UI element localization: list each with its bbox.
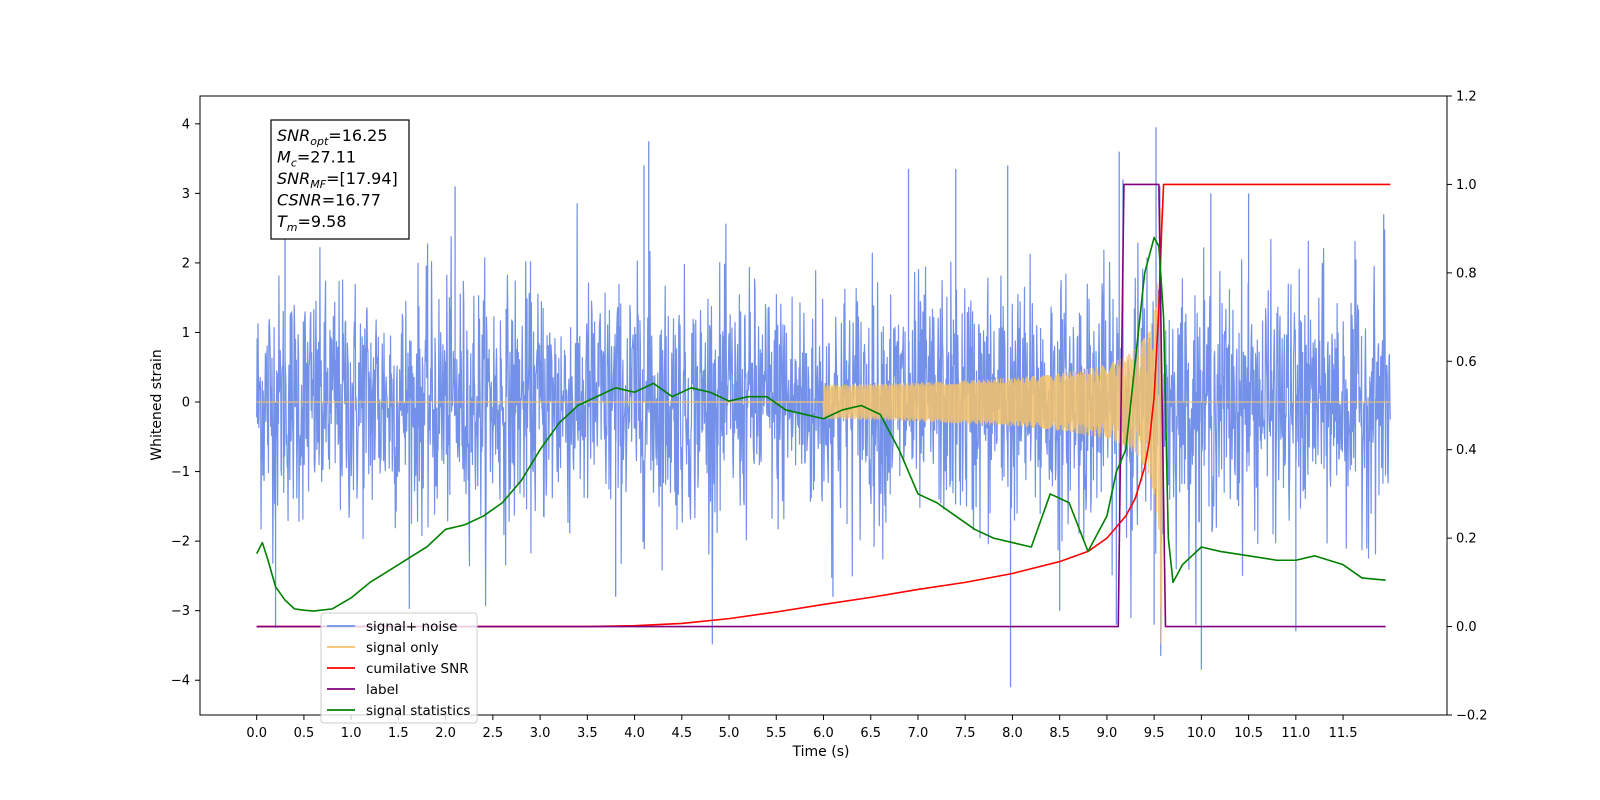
x-tick-label: 8.0 (1002, 726, 1023, 741)
x-tick-label: 2.5 (483, 726, 504, 741)
x-tick-label: 7.5 (955, 726, 976, 741)
plot-area (255, 127, 1391, 688)
series-signal-statistics (255, 236, 1386, 612)
x-tick-label: 1.5 (388, 726, 409, 741)
annotation-line: SNRMF=[17.94] (277, 169, 398, 191)
x-tick-label: 3.0 (530, 726, 551, 741)
y-right-tick-label: −0.2 (1456, 709, 1488, 724)
x-axis-title: Time (s) (792, 744, 850, 760)
legend: signal+ noise signal only cumilative SNR la… (320, 612, 478, 724)
legend-label: signal statistics (366, 703, 470, 719)
y-tick-label: 3 (182, 187, 190, 202)
x-tick-label: 4.0 (624, 726, 645, 741)
annotation-line: SNRopt=16.25 (277, 126, 388, 148)
legend-label: cumilative SNR (366, 661, 469, 677)
x-tick-label: 5.0 (719, 726, 740, 741)
x-tick-label: 10.0 (1187, 726, 1216, 741)
y-tick-label: 4 (182, 117, 190, 132)
y-right-tick-label: 1.2 (1456, 90, 1477, 105)
y-axis-title: Whitened strain (149, 349, 165, 460)
y-tick-label: −3 (171, 604, 190, 619)
y-axis-right: 1.2 1.0 0.8 0.6 0.4 0.2 0.0 −0.2 (1447, 90, 1488, 724)
legend-label: label (366, 682, 399, 698)
x-tick-label: 1.0 (341, 726, 362, 741)
legend-label: signal only (366, 640, 439, 656)
y-right-tick-label: 0.2 (1456, 532, 1477, 547)
y-tick-label: −2 (171, 535, 190, 550)
y-axis-left: 4 3 2 1 0 −1 −2 −3 −4 (171, 117, 200, 689)
x-tick-label: 11.0 (1281, 726, 1310, 741)
annotation-line: Tm=9.58 (277, 212, 347, 234)
x-tick-label: 6.0 (813, 726, 834, 741)
y-right-tick-label: 0.6 (1456, 355, 1477, 370)
x-axis: 0.0 0.5 1.0 1.5 2.0 2.5 3.0 3.5 4.0 4.5 5.0 5.5 6.0 6… (246, 715, 1358, 741)
y-right-tick-label: 0.0 (1456, 620, 1477, 635)
y-tick-label: 2 (182, 256, 190, 271)
y-tick-label: 1 (182, 326, 190, 341)
legend-frame (320, 612, 478, 724)
y-tick-label: 0 (182, 396, 190, 411)
x-tick-label: 0.5 (294, 726, 315, 741)
x-tick-label: 11.5 (1329, 726, 1358, 741)
y-tick-label: −1 (171, 465, 190, 480)
x-tick-label: 8.5 (1049, 726, 1070, 741)
annotation-line: Mc=27.11 (277, 148, 356, 170)
annotation-line: CSNR=16.77 (277, 191, 381, 210)
x-tick-label: 7.0 (908, 726, 929, 741)
annotation-box: SNRopt=16.25Mc=27.11SNRMF=[17.94]CSNR=16… (270, 119, 410, 240)
series-cumulative-snr (256, 183, 1391, 628)
x-tick-label: 4.5 (671, 726, 692, 741)
x-tick-label: 6.5 (860, 726, 881, 741)
x-tick-label: 3.5 (577, 726, 598, 741)
x-tick-label: 9.0 (1097, 726, 1118, 741)
x-tick-label: 5.5 (766, 726, 787, 741)
x-tick-label: 9.5 (1144, 726, 1165, 741)
x-tick-label: 0.0 (246, 726, 267, 741)
annotation-frame (270, 119, 410, 240)
legend-label: signal+ noise (366, 619, 457, 635)
y-right-tick-label: 1.0 (1456, 178, 1477, 193)
x-tick-label: 2.0 (435, 726, 456, 741)
y-right-tick-label: 0.4 (1456, 443, 1477, 458)
series-label (256, 183, 1386, 628)
y-tick-label: −4 (171, 674, 190, 689)
y-right-tick-label: 0.8 (1456, 266, 1477, 281)
x-tick-label: 10.5 (1234, 726, 1263, 741)
